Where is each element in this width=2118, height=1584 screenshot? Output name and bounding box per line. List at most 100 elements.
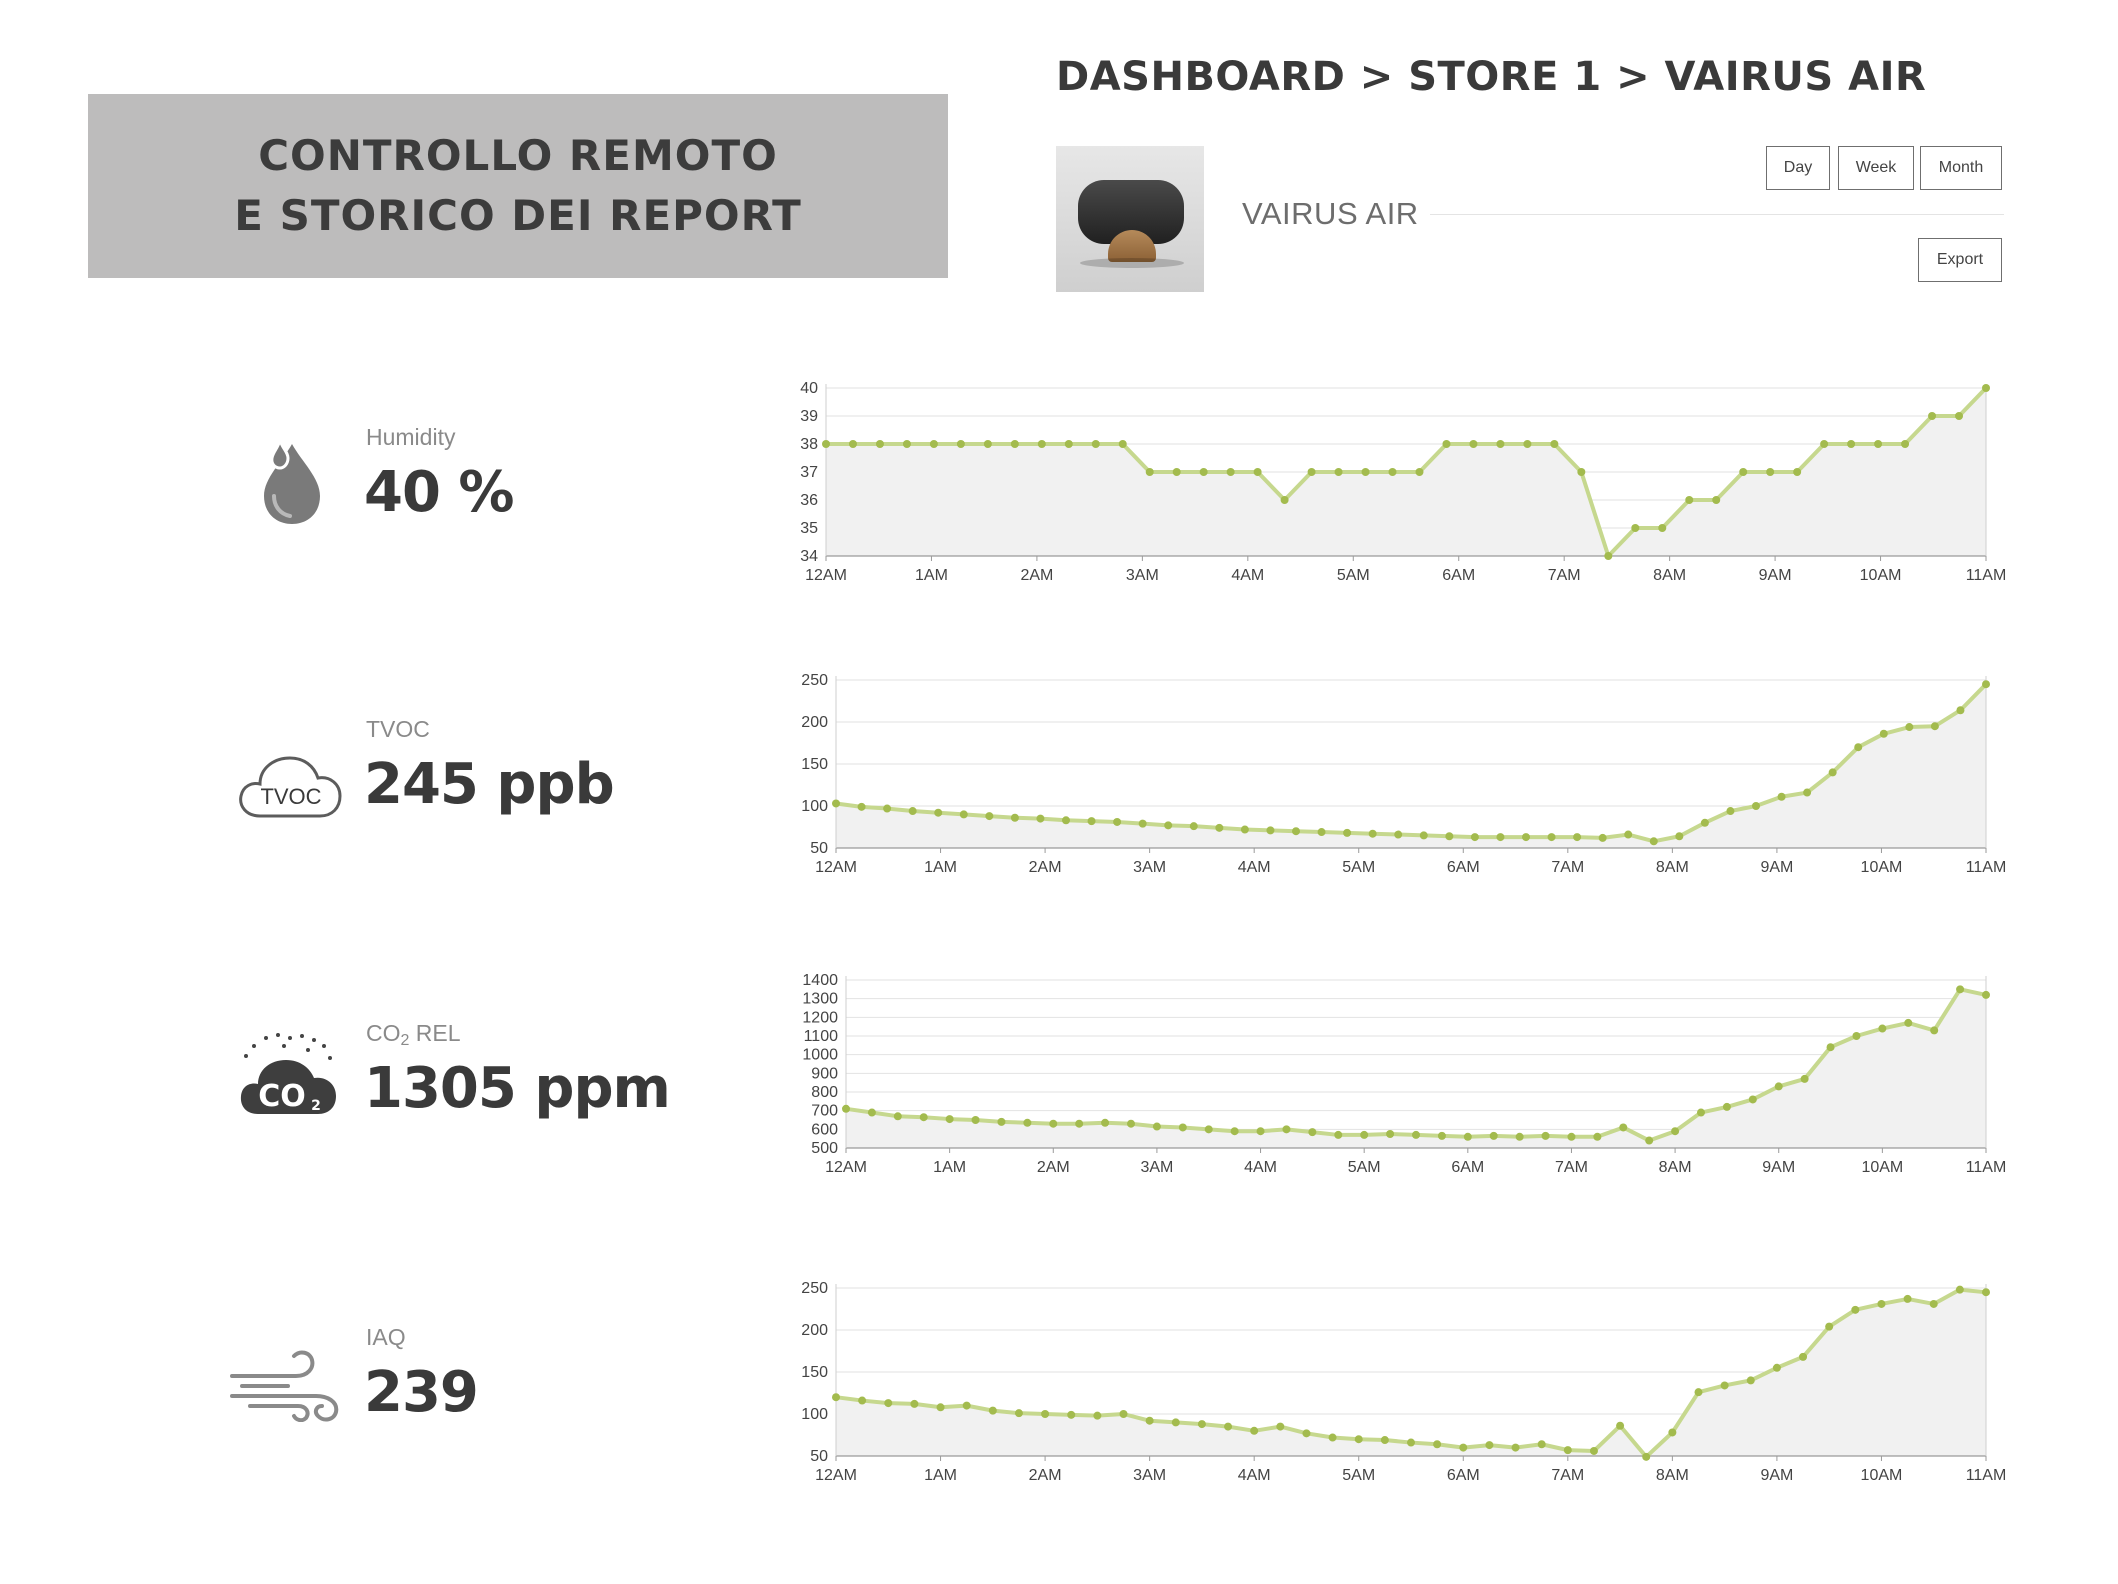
data-point bbox=[1697, 1108, 1705, 1117]
data-point bbox=[1619, 1123, 1628, 1132]
data-point bbox=[1573, 833, 1582, 842]
data-point bbox=[919, 1113, 928, 1122]
x-tick-label: 9AM bbox=[1759, 567, 1792, 584]
data-point bbox=[1041, 1410, 1050, 1418]
data-point bbox=[1334, 468, 1343, 476]
data-point bbox=[1722, 1102, 1731, 1111]
data-point bbox=[1930, 1026, 1939, 1035]
data-point bbox=[822, 440, 830, 448]
tvoc-cloud-icon: TVOC bbox=[239, 756, 342, 818]
y-tick-label: 34 bbox=[800, 548, 818, 565]
data-point bbox=[1145, 468, 1154, 476]
day-button[interactable]: Day bbox=[1766, 146, 1830, 190]
data-point bbox=[1062, 816, 1070, 825]
data-point bbox=[1982, 384, 1990, 392]
breadcrumb[interactable]: DASHBOARD > STORE 1 > VAIRUS AIR bbox=[1056, 54, 1927, 100]
data-point bbox=[985, 812, 994, 821]
x-tick-label: 3AM bbox=[1140, 1159, 1173, 1176]
data-point bbox=[1685, 496, 1694, 504]
data-point bbox=[1368, 829, 1377, 838]
data-point bbox=[1388, 468, 1397, 476]
x-tick-label: 12AM bbox=[825, 1159, 867, 1176]
data-point bbox=[1334, 1130, 1343, 1139]
data-point bbox=[842, 1104, 850, 1113]
data-point bbox=[1799, 1352, 1808, 1361]
data-point bbox=[1541, 1131, 1550, 1140]
data-point bbox=[1145, 1416, 1154, 1425]
data-point bbox=[1901, 440, 1910, 448]
svg-text:2: 2 bbox=[311, 1098, 321, 1114]
data-point bbox=[1226, 468, 1235, 476]
y-tick-label: 1000 bbox=[802, 1047, 838, 1064]
y-tick-label: 38 bbox=[800, 436, 818, 453]
data-point bbox=[1675, 832, 1684, 841]
y-tick-label: 900 bbox=[811, 1065, 838, 1082]
data-point bbox=[1064, 440, 1073, 448]
data-point bbox=[1752, 802, 1760, 810]
data-point bbox=[1645, 1136, 1654, 1145]
data-point bbox=[1547, 833, 1556, 842]
x-tick-label: 2AM bbox=[1029, 1467, 1062, 1484]
y-tick-label: 100 bbox=[801, 1406, 828, 1423]
x-tick-label: 6AM bbox=[1442, 567, 1475, 584]
y-tick-label: 700 bbox=[811, 1103, 838, 1120]
device-image bbox=[1056, 146, 1204, 292]
data-point bbox=[893, 1112, 902, 1121]
data-point bbox=[1739, 468, 1748, 476]
y-tick-label: 200 bbox=[801, 1322, 828, 1339]
data-point bbox=[1049, 1119, 1058, 1128]
data-point bbox=[1250, 1426, 1259, 1435]
data-point bbox=[1955, 1285, 1964, 1294]
x-tick-label: 3AM bbox=[1133, 859, 1166, 876]
export-button[interactable]: Export bbox=[1918, 238, 2002, 282]
x-tick-label: 5AM bbox=[1342, 1467, 1375, 1484]
data-point bbox=[1014, 1409, 1023, 1418]
data-point bbox=[1010, 813, 1019, 822]
x-tick-label: 3AM bbox=[1126, 567, 1159, 584]
x-tick-label: 9AM bbox=[1760, 859, 1793, 876]
co2-value: 1305 ppm bbox=[364, 1056, 671, 1121]
data-point bbox=[1649, 837, 1658, 846]
data-point bbox=[1598, 833, 1607, 842]
x-tick-label: 7AM bbox=[1555, 1159, 1588, 1176]
data-point bbox=[1253, 468, 1262, 476]
data-point bbox=[1445, 832, 1454, 841]
series-area bbox=[846, 989, 1986, 1148]
data-point bbox=[1204, 1125, 1213, 1134]
data-point bbox=[1956, 985, 1965, 994]
data-point bbox=[936, 1403, 945, 1412]
x-tick-label: 8AM bbox=[1656, 1467, 1689, 1484]
y-tick-label: 500 bbox=[811, 1140, 838, 1157]
data-point bbox=[1171, 1418, 1180, 1427]
data-point bbox=[883, 804, 892, 813]
data-point bbox=[908, 807, 917, 816]
data-point bbox=[1433, 1440, 1442, 1449]
data-point bbox=[1522, 833, 1530, 842]
data-point bbox=[1905, 723, 1914, 732]
data-point bbox=[1777, 792, 1786, 801]
data-point bbox=[1302, 1429, 1311, 1438]
data-point bbox=[1803, 788, 1812, 797]
data-point bbox=[1847, 440, 1856, 448]
x-tick-label: 7AM bbox=[1551, 1467, 1584, 1484]
data-point bbox=[832, 1393, 840, 1402]
month-button[interactable]: Month bbox=[1920, 146, 2002, 190]
data-point bbox=[1567, 1132, 1576, 1141]
x-tick-label: 10AM bbox=[1861, 859, 1903, 876]
data-point bbox=[1276, 1422, 1285, 1431]
data-point bbox=[1178, 1123, 1187, 1132]
data-point bbox=[1127, 1119, 1135, 1128]
data-point bbox=[1929, 1299, 1938, 1308]
x-tick-label: 10AM bbox=[1861, 1159, 1903, 1176]
week-button[interactable]: Week bbox=[1838, 146, 1914, 190]
y-tick-label: 150 bbox=[801, 756, 828, 773]
data-point bbox=[1766, 468, 1775, 476]
x-tick-label: 11AM bbox=[1966, 1467, 2007, 1484]
y-tick-label: 1300 bbox=[802, 991, 838, 1008]
page-heading-box: CONTROLLO REMOTO E STORICO DEI REPORT bbox=[88, 94, 948, 278]
x-tick-label: 7AM bbox=[1548, 567, 1581, 584]
tvoc-label: TVOC bbox=[366, 716, 430, 742]
data-point bbox=[1119, 1410, 1128, 1418]
data-point bbox=[1091, 440, 1100, 448]
